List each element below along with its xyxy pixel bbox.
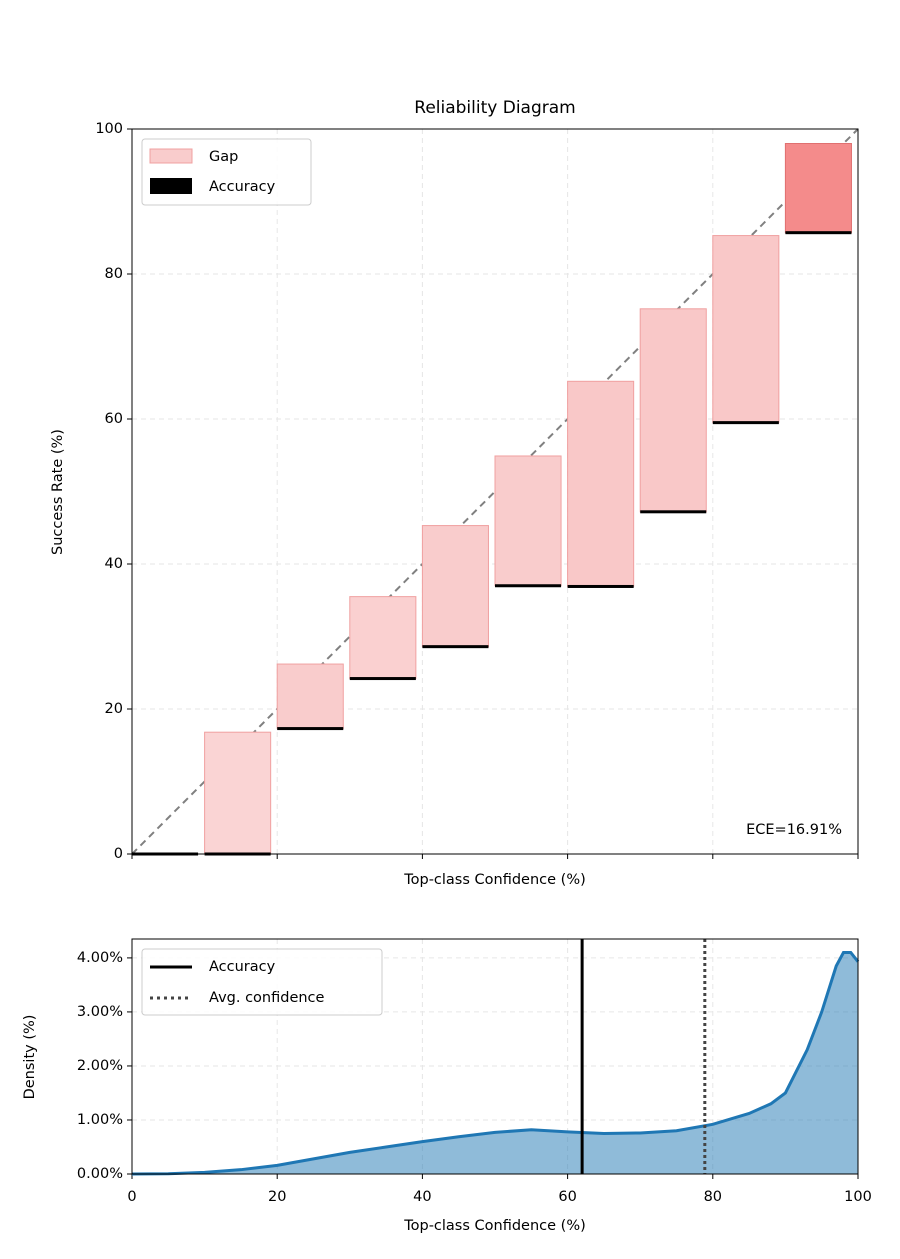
accuracy-bar — [495, 584, 562, 588]
gap-bar — [276, 663, 344, 730]
y-tick-label: 40 — [105, 556, 123, 572]
annotation: ECE=16.91% — [746, 822, 842, 838]
x-tick-label: 100 — [844, 1189, 872, 1205]
x-axis-label: Top-class Confidence (%) — [403, 872, 586, 888]
legend-box — [141, 948, 383, 1016]
accuracy-bar — [422, 645, 489, 649]
legend-label: Avg. confidence — [209, 990, 325, 1006]
y-tick-label: 2.00% — [77, 1058, 123, 1074]
density-area — [132, 952, 858, 1174]
legend-label: Accuracy — [209, 959, 276, 975]
x-tick-label: 0 — [127, 1189, 136, 1205]
legend-swatch — [149, 148, 193, 164]
y-tick-label: 1.00% — [77, 1112, 123, 1128]
accuracy-bar — [277, 727, 344, 731]
accuracy-bar — [640, 510, 707, 514]
plot-frame — [131, 128, 859, 855]
gap-bar — [421, 525, 489, 648]
y-tick-label: 100 — [95, 121, 123, 137]
x-tick-label: 20 — [268, 1189, 286, 1205]
accuracy-bar — [349, 677, 416, 681]
gap-bar — [204, 731, 272, 855]
x-axis-label: Top-class Confidence (%) — [403, 1218, 586, 1234]
gap-bar — [349, 596, 417, 680]
gap-bar — [639, 308, 707, 513]
y-tick-label: 20 — [105, 701, 123, 717]
y-tick-label: 60 — [105, 411, 123, 427]
legend-label: Gap — [209, 149, 238, 165]
y-tick-label: 0 — [114, 846, 123, 862]
gap-bar — [712, 235, 780, 424]
y-tick-label: 0.00% — [77, 1166, 123, 1182]
x-tick-label: 60 — [558, 1189, 576, 1205]
gap-bar — [494, 455, 562, 587]
legend-label: Accuracy — [209, 179, 276, 195]
y-tick-label: 4.00% — [77, 950, 123, 966]
density-line — [131, 951, 860, 1176]
legend-swatch — [150, 178, 192, 194]
x-tick-label: 80 — [704, 1189, 722, 1205]
accuracy-bar — [712, 421, 779, 425]
plot-frame — [131, 938, 859, 1175]
y-tick-label: 3.00% — [77, 1004, 123, 1020]
y-axis-label: Density (%) — [22, 1015, 38, 1100]
accuracy-bar — [785, 231, 852, 235]
chart-title: Reliability Diagram — [414, 98, 575, 118]
y-tick-label: 80 — [105, 266, 123, 282]
y-axis-label: Success Rate (%) — [50, 429, 66, 555]
gap-bar — [784, 143, 852, 234]
x-tick-label: 40 — [413, 1189, 431, 1205]
gap-bar — [567, 380, 635, 587]
accuracy-bar — [567, 584, 634, 588]
